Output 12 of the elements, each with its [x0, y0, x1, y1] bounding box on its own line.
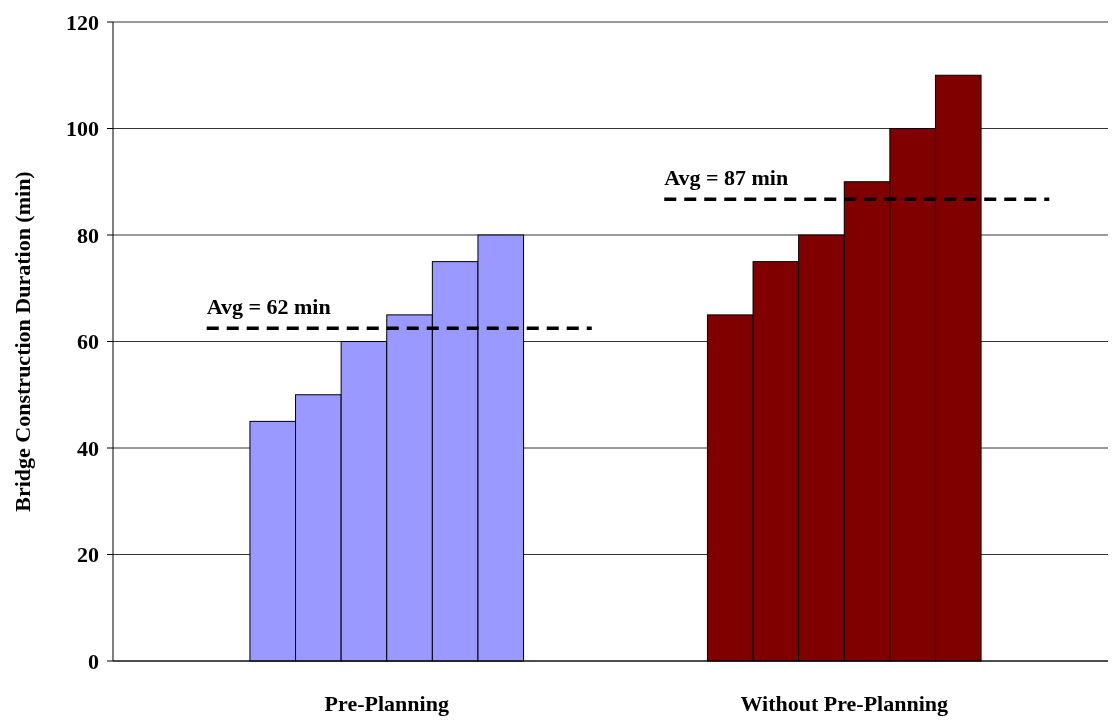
ref-line-label: Avg = 87 min: [664, 165, 789, 191]
y-tick-label: 0: [88, 648, 99, 674]
y-tick-label: 80: [77, 222, 99, 248]
ref-line-label: Avg = 62 min: [206, 294, 331, 320]
x-tick-label: Without Pre-Planning: [740, 691, 949, 716]
y-tick-label: 100: [66, 116, 99, 142]
y-axis-title: Bridge Construction Duration (min): [10, 171, 35, 512]
x-tick-label: Pre-Planning: [324, 691, 449, 716]
y-tick-label: 40: [77, 435, 99, 461]
y-tick-label: 120: [66, 9, 99, 35]
y-tick-label: 20: [77, 542, 99, 568]
y-tick-label: 60: [77, 329, 99, 355]
